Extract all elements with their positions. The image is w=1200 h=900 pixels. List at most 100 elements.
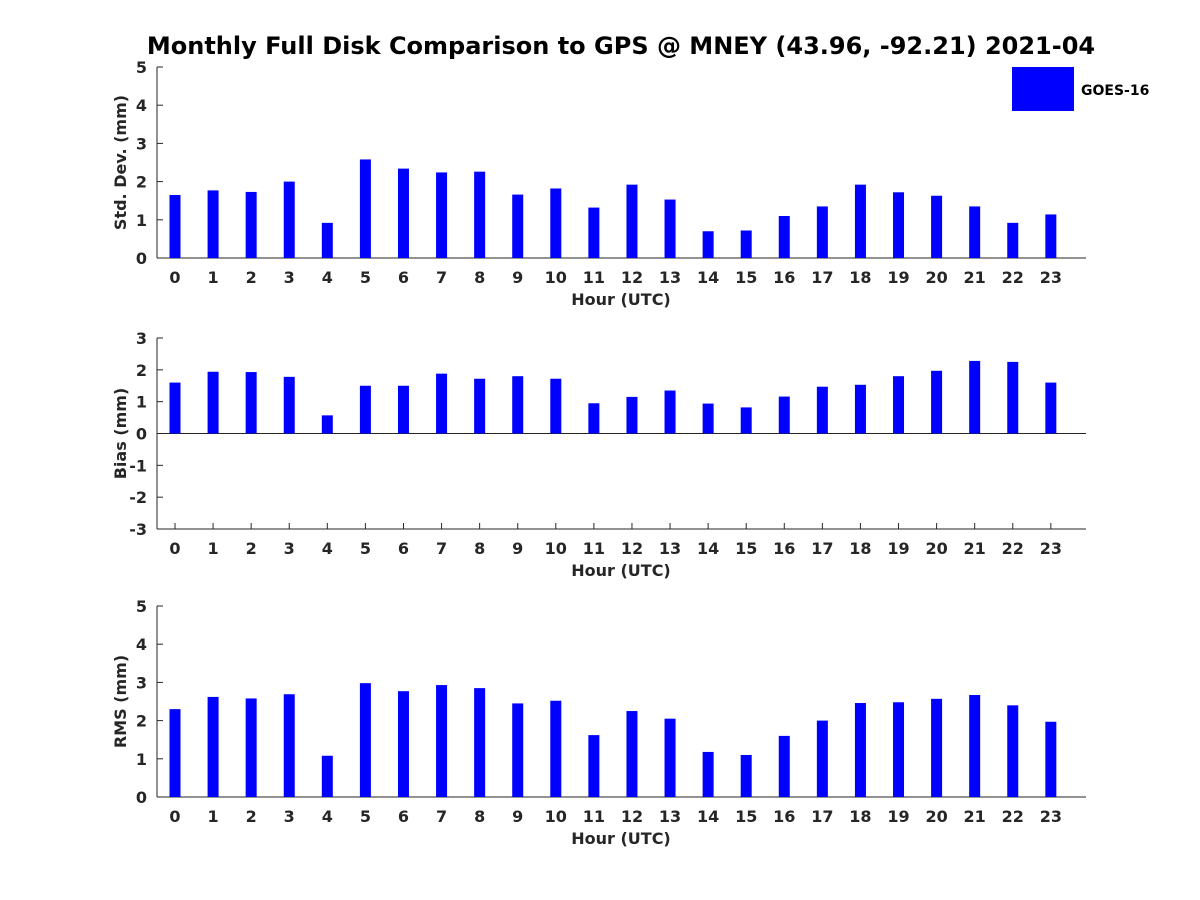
rms-x-tick-label: 6 [398, 807, 409, 826]
std-dev-x-tick-label: 0 [169, 268, 180, 287]
std-dev-bar-hour-21 [969, 206, 981, 258]
std-dev-y-tick-label: 2 [136, 173, 147, 192]
rms-bar-hour-20 [931, 698, 943, 797]
std-dev-y-tick-label: 0 [136, 249, 147, 268]
bias-bar-hour-2 [245, 372, 257, 434]
rms-x-tick-label: 15 [735, 807, 757, 826]
bias-y-tick-label: 3 [136, 329, 147, 348]
rms-bar-hour-17 [816, 720, 828, 797]
rms-bar-hour-6 [397, 691, 409, 797]
std-dev-bar-hour-8 [474, 171, 486, 258]
std-dev-x-tick-label: 1 [208, 268, 219, 287]
std-dev-bar-hour-20 [931, 195, 943, 258]
bias-x-tick-label: 1 [208, 539, 219, 558]
rms-x-tick-label: 10 [545, 807, 567, 826]
bias-bar-hour-10 [550, 378, 562, 434]
std-dev-x-tick-label: 17 [811, 268, 833, 287]
bias-x-tick-label: 23 [1040, 539, 1062, 558]
rms-x-tick-label: 21 [964, 807, 986, 826]
bias-x-tick-label: 3 [284, 539, 295, 558]
rms-x-tick-label: 14 [697, 807, 719, 826]
rms-bar-hour-13 [664, 718, 676, 797]
std-dev-y-tick-label: 4 [136, 96, 147, 115]
std-dev-bar-hour-4 [321, 222, 333, 258]
bias-x-tick-label: 7 [436, 539, 447, 558]
bias-x-tick-label: 10 [545, 539, 567, 558]
rms-y-tick-label: 1 [136, 750, 147, 769]
bias-x-tick-label: 11 [583, 539, 605, 558]
bias-bar-hour-0 [169, 382, 181, 434]
rms-bar-hour-7 [436, 685, 448, 797]
bias-x-tick-label: 19 [887, 539, 909, 558]
std-dev-x-tick-label: 21 [964, 268, 986, 287]
rms-x-tick-label: 13 [659, 807, 681, 826]
bias-x-tick-label: 6 [398, 539, 409, 558]
std-dev-bar-hour-17 [816, 206, 828, 258]
bias-bar-hour-13 [664, 390, 676, 434]
bias-bar-hour-5 [359, 385, 371, 434]
bias-y-tick-label: -1 [129, 456, 147, 475]
legend-swatch [1012, 67, 1074, 111]
std-dev-x-tick-label: 19 [887, 268, 909, 287]
rms-x-tick-label: 22 [1002, 807, 1024, 826]
std-dev-bar-hour-13 [664, 199, 676, 258]
rms-bar-hour-18 [854, 703, 866, 797]
std-dev-x-tick-label: 2 [246, 268, 257, 287]
rms-bar-hour-14 [702, 751, 714, 797]
rms-x-tick-label: 1 [208, 807, 219, 826]
std-dev-bar-hour-9 [512, 194, 524, 258]
std-dev-bar-hour-23 [1045, 214, 1057, 258]
std-dev-x-tick-label: 8 [474, 268, 485, 287]
std-dev-x-tick-label: 20 [925, 268, 947, 287]
bias-bar-hour-17 [816, 386, 828, 434]
bias-bar-hour-15 [740, 407, 752, 434]
std-dev-bar-hour-0 [169, 194, 181, 258]
rms-bar-hour-0 [169, 709, 181, 797]
bias-x-tick-label: 8 [474, 539, 485, 558]
rms-x-tick-label: 0 [169, 807, 180, 826]
rms-x-tick-label: 20 [925, 807, 947, 826]
std-dev-x-tick-label: 13 [659, 268, 681, 287]
rms-x-tick-label: 19 [887, 807, 909, 826]
rms-bar-hour-19 [893, 702, 905, 797]
std-dev-bar-hour-3 [283, 181, 295, 258]
rms-x-tick-label: 4 [322, 807, 333, 826]
bias-bar-hour-8 [474, 378, 486, 434]
rms-y-axis-label: RMS (mm) [111, 655, 130, 748]
rms-bar-hour-8 [474, 688, 486, 797]
std-dev-bar-hour-16 [778, 215, 790, 258]
std-dev-bar-hour-22 [1007, 222, 1019, 258]
bias-bar-hour-20 [931, 370, 943, 434]
std-dev-x-tick-label: 22 [1002, 268, 1024, 287]
std-dev-x-tick-label: 12 [621, 268, 643, 287]
rms-bar-hour-1 [207, 696, 219, 797]
rms-y-tick-label: 2 [136, 712, 147, 731]
bias-bar-hour-4 [321, 415, 333, 434]
std-dev-x-tick-label: 6 [398, 268, 409, 287]
std-dev-y-tick-label: 3 [136, 134, 147, 153]
bias-bar-hour-21 [969, 360, 981, 434]
rms-y-tick-label: 5 [136, 597, 147, 616]
std-dev-x-tick-label: 11 [583, 268, 605, 287]
legend-label: GOES-16 [1081, 83, 1149, 99]
std-dev-x-tick-label: 14 [697, 268, 719, 287]
rms-bar-hour-16 [778, 735, 790, 797]
rms-bar-hour-5 [359, 683, 371, 797]
std-dev-x-tick-label: 9 [512, 268, 523, 287]
bias-bar-hour-12 [626, 396, 638, 434]
rms-bar-hour-9 [512, 703, 524, 797]
rms-x-tick-label: 2 [246, 807, 257, 826]
bias-x-tick-label: 2 [246, 539, 257, 558]
bias-x-tick-label: 9 [512, 539, 523, 558]
rms-x-axis-label: Hour (UTC) [571, 829, 671, 848]
rms-bar-hour-23 [1045, 721, 1057, 797]
bias-bar-hour-11 [588, 403, 600, 434]
std-dev-bar-hour-6 [397, 168, 409, 258]
std-dev-y-axis-label: Std. Dev. (mm) [111, 95, 130, 230]
bias-bar-hour-1 [207, 371, 219, 434]
rms-bar-hour-21 [969, 695, 981, 797]
bias-bar-hour-14 [702, 403, 714, 434]
